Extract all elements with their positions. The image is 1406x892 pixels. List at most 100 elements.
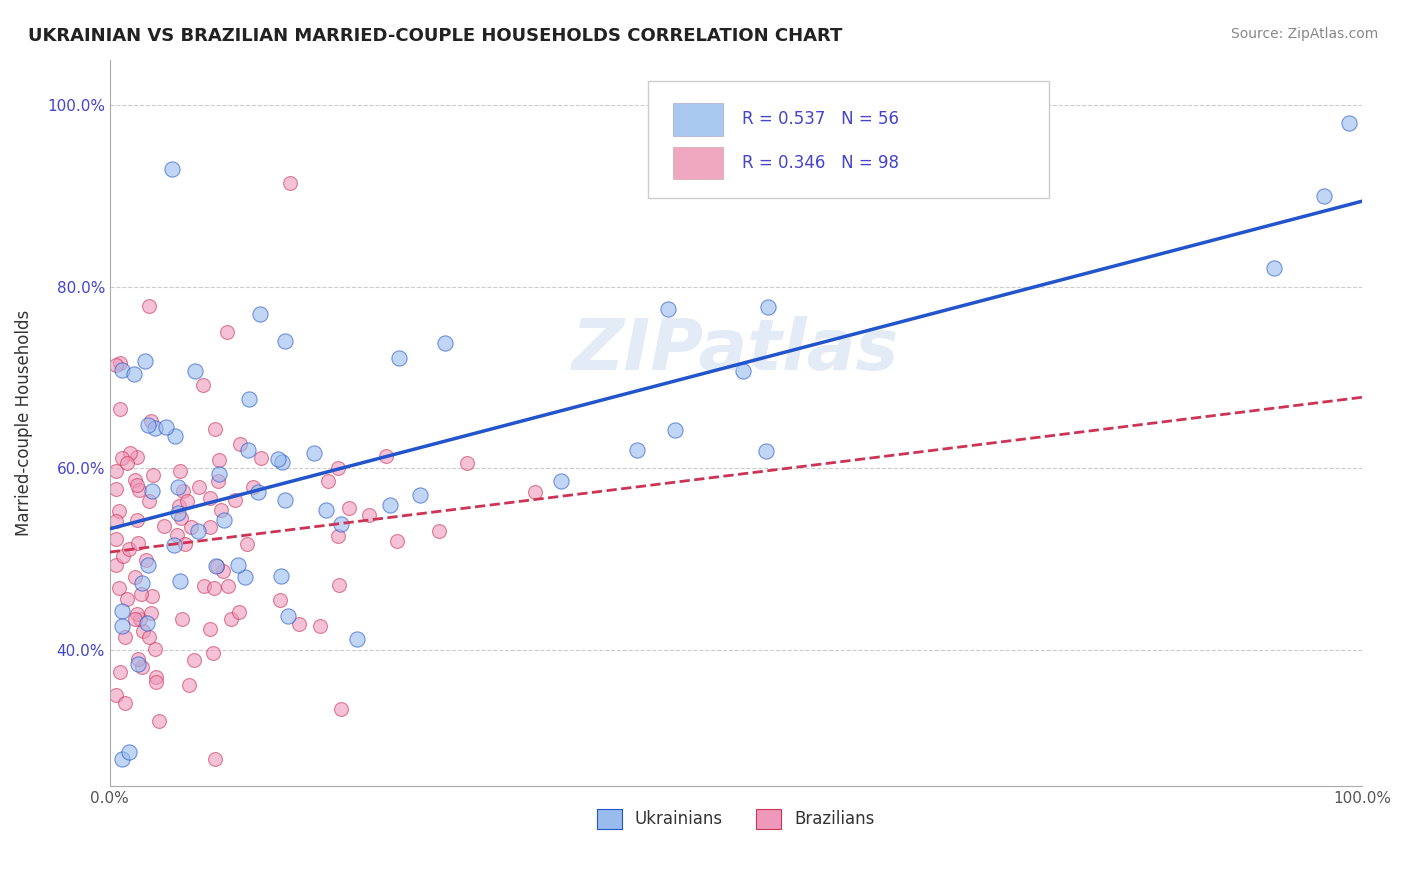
- Point: [208, 467, 231, 482]
- Legend: Ukrainians, Brazilians: Ukrainians, Brazilians: [591, 802, 882, 836]
- Point: [269, 593, 291, 607]
- Point: [657, 302, 679, 317]
- Point: [201, 646, 224, 660]
- Point: [105, 359, 128, 373]
- Point: [167, 499, 190, 513]
- Point: [135, 553, 157, 567]
- Point: [211, 503, 233, 517]
- Point: [138, 630, 160, 644]
- Point: [228, 605, 250, 619]
- Point: [131, 575, 153, 590]
- Point: [224, 493, 246, 508]
- Point: [105, 558, 128, 572]
- Point: [221, 612, 243, 626]
- Point: [141, 589, 163, 603]
- Point: [1263, 261, 1285, 276]
- Point: [205, 559, 228, 574]
- Point: [346, 632, 368, 646]
- Point: [328, 578, 350, 592]
- Point: [166, 528, 188, 542]
- Point: [169, 574, 191, 588]
- Point: [1339, 116, 1361, 130]
- Bar: [673, 103, 723, 136]
- Point: [316, 475, 339, 489]
- Point: [143, 642, 166, 657]
- Point: [114, 630, 136, 644]
- Text: R = 0.537   N = 56: R = 0.537 N = 56: [742, 110, 898, 128]
- Point: [427, 524, 450, 539]
- Point: [388, 351, 411, 365]
- Point: [114, 696, 136, 710]
- Text: R = 0.346   N = 98: R = 0.346 N = 98: [742, 153, 898, 172]
- Point: [128, 612, 150, 626]
- Point: [204, 421, 226, 435]
- Point: [1313, 188, 1336, 202]
- Point: [247, 485, 270, 500]
- Point: [117, 592, 139, 607]
- Point: [193, 579, 215, 593]
- Point: [141, 606, 163, 620]
- Point: [626, 442, 648, 457]
- Point: [217, 325, 239, 339]
- Point: [229, 437, 252, 451]
- Point: [212, 564, 235, 578]
- Point: [198, 623, 221, 637]
- Point: [125, 450, 148, 464]
- Point: [124, 569, 146, 583]
- Point: [204, 751, 226, 765]
- Point: [163, 428, 186, 442]
- Point: [329, 702, 352, 716]
- Point: [357, 508, 380, 523]
- Point: [132, 624, 155, 638]
- Point: [274, 334, 297, 348]
- Point: [127, 651, 149, 665]
- Point: [217, 579, 239, 593]
- Point: [170, 510, 193, 524]
- Point: [127, 513, 149, 527]
- Bar: [673, 147, 723, 179]
- Point: [174, 537, 197, 551]
- Point: [169, 464, 191, 478]
- Point: [409, 487, 432, 501]
- Point: [200, 520, 222, 534]
- Point: [117, 456, 139, 470]
- Point: [205, 558, 228, 573]
- Point: [276, 609, 298, 624]
- Point: [170, 611, 193, 625]
- Point: [302, 446, 325, 460]
- Point: [124, 473, 146, 487]
- Point: [136, 418, 159, 433]
- Point: [105, 464, 128, 478]
- Point: [111, 618, 134, 632]
- Point: [108, 504, 131, 518]
- Point: [274, 493, 297, 508]
- Point: [167, 480, 190, 494]
- Point: [375, 450, 398, 464]
- Point: [238, 392, 260, 406]
- Point: [139, 414, 162, 428]
- Point: [288, 617, 311, 632]
- Point: [148, 714, 170, 729]
- Point: [242, 480, 264, 494]
- Point: [337, 501, 360, 516]
- Point: [456, 456, 478, 470]
- Point: [105, 514, 128, 528]
- Point: [138, 299, 160, 313]
- Point: [664, 423, 686, 437]
- Point: [385, 534, 408, 549]
- Point: [271, 454, 294, 468]
- Point: [155, 419, 177, 434]
- Point: [118, 745, 141, 759]
- Text: ZIPatlas: ZIPatlas: [572, 316, 900, 384]
- Point: [127, 536, 149, 550]
- Point: [127, 657, 149, 671]
- Point: [250, 451, 273, 466]
- Point: [207, 475, 229, 489]
- Point: [127, 607, 149, 621]
- Point: [280, 176, 302, 190]
- Point: [167, 507, 190, 521]
- Point: [105, 689, 128, 703]
- Point: [235, 569, 257, 583]
- Point: [108, 402, 131, 417]
- Text: Source: ZipAtlas.com: Source: ZipAtlas.com: [1230, 27, 1378, 41]
